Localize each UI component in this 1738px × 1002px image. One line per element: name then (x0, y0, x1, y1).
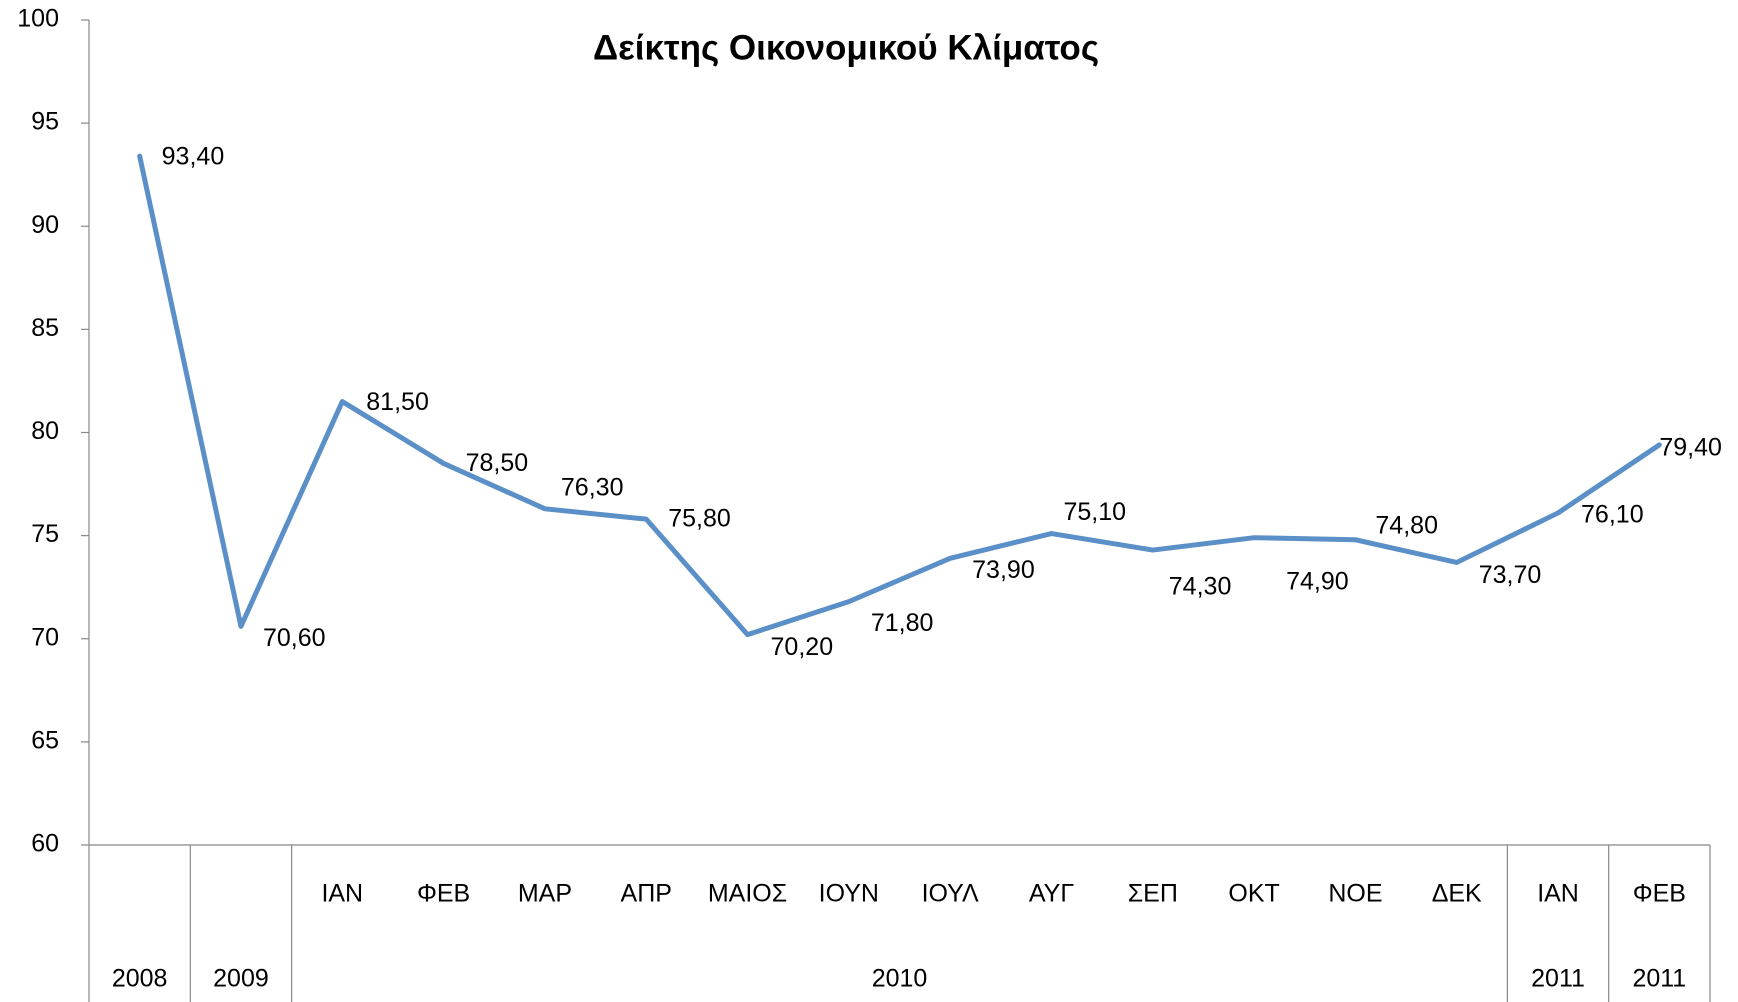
x-group-label: 2011 (1632, 965, 1686, 993)
x-tick-label: ΜΑΡ (518, 880, 572, 908)
y-tick-label: 90 (31, 211, 59, 239)
x-tick-label: ΙΑΝ (321, 880, 363, 908)
x-group-label: 2009 (213, 965, 269, 993)
y-tick-label: 75 (31, 520, 59, 548)
x-tick-label: ΑΥΓ (1029, 880, 1074, 908)
x-tick-label: ΑΠΡ (621, 880, 672, 908)
data-label: 73,90 (972, 556, 1035, 584)
x-tick-label: ΙΟΥΝ (819, 880, 879, 908)
data-label: 78,50 (466, 449, 529, 477)
data-label: 70,20 (771, 633, 834, 661)
chart-title: Δείκτης Οικονομικού Κλίματος (593, 28, 1099, 67)
y-tick-label: 60 (31, 830, 59, 858)
data-label: 93,40 (162, 143, 225, 171)
data-label: 79,40 (1659, 433, 1722, 461)
y-tick-label: 100 (17, 5, 59, 33)
data-label: 76,30 (561, 473, 624, 501)
data-label: 73,70 (1479, 561, 1542, 589)
x-tick-label: ΙΑΝ (1537, 880, 1579, 908)
y-tick-label: 80 (31, 417, 59, 445)
x-group-label: 2010 (872, 965, 928, 993)
x-tick-label: ΦΕΒ (417, 880, 470, 908)
y-tick-label: 95 (31, 108, 59, 136)
x-tick-label: ΟΚΤ (1228, 880, 1279, 908)
x-group-label: 2008 (112, 965, 168, 993)
x-tick-label: ΔΕΚ (1432, 880, 1482, 908)
data-label: 75,80 (668, 505, 731, 533)
data-label: 71,80 (871, 609, 934, 637)
data-label: 74,90 (1286, 567, 1349, 595)
data-label: 74,80 (1375, 511, 1438, 539)
y-tick-label: 70 (31, 623, 59, 651)
x-tick-label: ΦΕΒ (1633, 880, 1686, 908)
x-tick-label: ΝΟΕ (1328, 880, 1382, 908)
data-label: 74,30 (1169, 573, 1232, 601)
data-line (137, 153, 1662, 638)
data-label: 70,60 (263, 624, 326, 652)
data-label: 75,10 (1063, 498, 1126, 526)
x-tick-label: ΜΑΙΟΣ (708, 880, 787, 908)
data-label: 76,10 (1581, 501, 1644, 529)
x-tick-label: ΙΟΥΛ (922, 880, 979, 908)
x-tick-label: ΣΕΠ (1128, 880, 1178, 908)
data-label: 81,50 (366, 388, 429, 416)
x-group-label: 2011 (1531, 965, 1585, 993)
y-tick-label: 65 (31, 726, 59, 754)
y-tick-label: 85 (31, 314, 59, 342)
